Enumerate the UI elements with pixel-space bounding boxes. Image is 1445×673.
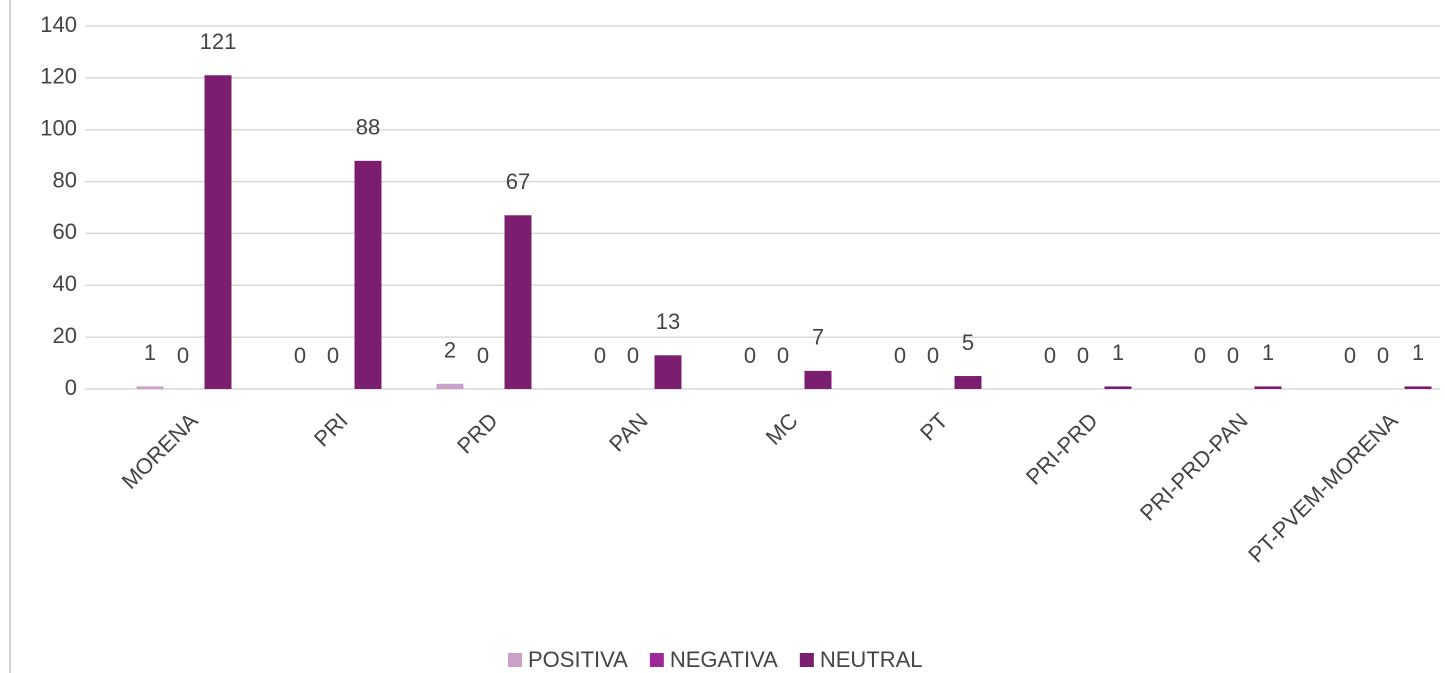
data-label: 0 (894, 343, 906, 368)
legend-label: NEUTRAL (820, 647, 923, 672)
x-tick-label: MC (761, 408, 803, 450)
bar (136, 386, 164, 389)
data-label: 0 (327, 343, 339, 368)
x-tick-label: PRI-PRD (1021, 408, 1103, 490)
data-label: 13 (656, 309, 680, 334)
data-label: 0 (294, 343, 306, 368)
data-label: 88 (356, 115, 380, 140)
bar (436, 383, 464, 389)
x-tick-label: MORENA (117, 408, 203, 494)
bar (354, 160, 382, 389)
legend-swatch (649, 653, 664, 667)
data-label: 0 (1377, 343, 1389, 368)
legend-label: NEGATIVA (670, 647, 778, 672)
x-tick-label: PT-PVEM-MORENA (1243, 408, 1403, 568)
y-tick-label: 0 (65, 375, 77, 400)
data-label: 0 (1344, 343, 1356, 368)
data-label: 121 (200, 29, 237, 54)
data-label: 0 (594, 343, 606, 368)
x-tick-label: PRD (452, 408, 503, 459)
y-tick-label: 20 (53, 323, 77, 348)
x-tick-label: PAN (604, 408, 653, 457)
data-label: 0 (177, 343, 189, 368)
data-label: 1 (1262, 340, 1274, 365)
bar (204, 75, 232, 389)
bar (504, 215, 532, 389)
data-label: 5 (962, 330, 974, 355)
x-tick-label: PRI (309, 408, 353, 452)
y-tick-label: 140 (40, 12, 77, 37)
data-label: 0 (777, 343, 789, 368)
data-label: 0 (627, 343, 639, 368)
data-label: 7 (812, 325, 824, 350)
data-label: 0 (744, 343, 756, 368)
legend-label: POSITIVA (528, 647, 628, 672)
legend-swatch (799, 653, 814, 667)
data-label: 1 (1112, 340, 1124, 365)
data-label: 0 (477, 343, 489, 368)
data-label: 0 (1227, 343, 1239, 368)
y-tick-label: 40 (53, 271, 77, 296)
data-label: 0 (1077, 343, 1089, 368)
bar (654, 355, 682, 389)
bar (804, 370, 832, 389)
y-tick-label: 80 (53, 167, 77, 192)
x-tick-label: PRI-PRD-PAN (1135, 408, 1253, 526)
y-tick-label: 60 (53, 219, 77, 244)
data-label: 1 (1412, 340, 1424, 365)
bar (1404, 386, 1432, 389)
data-label: 0 (927, 343, 939, 368)
data-label: 0 (1194, 343, 1206, 368)
y-tick-label: 100 (40, 116, 77, 141)
data-label: 2 (444, 338, 456, 363)
bar (1254, 386, 1282, 389)
data-label: 0 (1044, 343, 1056, 368)
bar (954, 376, 982, 389)
y-tick-label: 120 (40, 64, 77, 89)
bar (1104, 386, 1132, 389)
data-label: 67 (506, 169, 530, 194)
legend-swatch (508, 653, 522, 667)
data-label: 1 (144, 340, 156, 365)
x-tick-label: PT (915, 408, 953, 446)
